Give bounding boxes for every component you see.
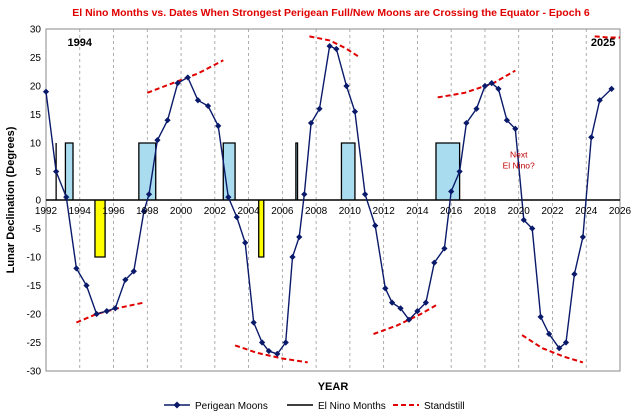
- perigean-point: [414, 308, 421, 315]
- perigean-point: [388, 299, 396, 306]
- perigean-point: [274, 350, 281, 358]
- perigean-point: [140, 208, 148, 215]
- elnino-block-outline: [94, 200, 106, 258]
- elnino-block-fill: [341, 143, 355, 200]
- x-tick-label: 2004: [237, 206, 260, 217]
- x-tick-label: 2020: [508, 206, 531, 217]
- x-tick-label: 2018: [474, 206, 497, 217]
- legend-label-perigean: Perigean Moons: [195, 401, 268, 412]
- y-tick-label: -15: [27, 281, 42, 292]
- perigean-series: [42, 42, 615, 358]
- y-tick-label: -25: [27, 338, 42, 349]
- note-annotation: El Nino?: [503, 161, 535, 171]
- perigean-point: [422, 299, 429, 306]
- legend-marker-perigean: [173, 401, 181, 409]
- legend-item-standstill: Standstill: [393, 401, 465, 412]
- perigean-line: [45, 45, 613, 355]
- legend-item-elnino: El Nino Months: [287, 401, 386, 412]
- x-tick-label: 2010: [339, 206, 362, 217]
- perigean-point: [53, 168, 60, 175]
- x-tick-labels: 1992 1994 1996 1998 2000 2002 2004 2006 2008 2010…: [35, 206, 632, 217]
- standstill-segment: [594, 35, 620, 39]
- elnino-block-outline: [64, 142, 74, 200]
- x-tick-label: 1996: [102, 206, 125, 217]
- perigean-point: [397, 305, 404, 312]
- elnino-block-outline: [295, 142, 299, 200]
- y-tick-label: -5: [32, 224, 41, 235]
- perigean-point: [225, 194, 232, 201]
- y-axis-title: Lunar Declination (Degrees): [5, 126, 17, 273]
- perigean-point: [265, 347, 272, 355]
- perigean-point: [63, 194, 70, 201]
- y-tick-label: -20: [27, 310, 42, 321]
- standstill-segment: [437, 69, 516, 99]
- perigean-point: [382, 285, 389, 292]
- perigean-point: [145, 191, 153, 198]
- y-tick-label: 20: [30, 82, 42, 93]
- perigean-point: [164, 117, 171, 124]
- perigean-point: [184, 74, 191, 81]
- x-tick-label: 2006: [271, 206, 294, 217]
- x-tick-label: 1994: [69, 206, 92, 217]
- x-tick-label: 1998: [136, 206, 159, 217]
- y-tick-label: -10: [27, 253, 42, 264]
- y-tick-label: 25: [30, 53, 42, 64]
- elnino-block-fill: [435, 143, 460, 200]
- perigean-point: [204, 102, 212, 110]
- y-tick-label: -30: [27, 367, 42, 378]
- elnino-series: [55, 142, 461, 258]
- perigean-point: [431, 259, 438, 266]
- elnino-block-outline: [138, 142, 157, 200]
- standstill-segment: [309, 35, 361, 59]
- x-axis-title: YEAR: [318, 381, 349, 393]
- elnino-block-fill: [223, 143, 236, 200]
- perigean-point: [282, 339, 289, 346]
- x-tick-label: 2014: [406, 206, 429, 217]
- y-tick-label: 5: [35, 167, 41, 178]
- chart-title: El Nino Months vs. Dates When Strongest …: [72, 7, 590, 19]
- legend-label-standstill: Standstill: [424, 401, 465, 412]
- standstill-segment: [373, 303, 439, 335]
- perigean-point: [258, 339, 266, 346]
- year-annotation: 2025: [591, 37, 615, 49]
- y-tick-label: 30: [30, 25, 42, 36]
- standstill-segment: [234, 344, 308, 364]
- legend: Perigean Moons El Nino Months Standstill: [164, 401, 465, 412]
- y-tick-label: 10: [30, 139, 42, 150]
- perigean-point: [154, 137, 161, 144]
- x-tick-label: 1992: [35, 206, 58, 217]
- perigean-point: [42, 88, 50, 95]
- x-tick-label: 2000: [170, 206, 193, 217]
- perigean-point: [242, 239, 249, 246]
- y-tick-label: 15: [30, 110, 42, 121]
- elnino-block-fill: [65, 143, 74, 200]
- year-annotation: 1994: [68, 37, 93, 49]
- legend-label-elnino: El Nino Months: [318, 401, 386, 412]
- elnino-block-fill: [94, 200, 106, 257]
- x-tick-label: 2024: [575, 206, 598, 217]
- y-tick-label: 0: [35, 196, 41, 207]
- annotations: 1994 2025 Next El Nino?: [68, 37, 616, 171]
- perigean-point: [596, 97, 603, 104]
- legend-item-perigean: Perigean Moons: [164, 401, 268, 412]
- perigean-point: [194, 97, 202, 104]
- y-tick-labels: -30 -25 -20 -15 -10 -5 0 5 10 15 20 25 30: [27, 25, 42, 378]
- perigean-point: [405, 316, 413, 323]
- standstill-segment: [521, 334, 584, 364]
- x-tick-label: 2026: [609, 206, 632, 217]
- elnino-block-outline: [222, 142, 236, 200]
- x-tick-label: 2016: [440, 206, 463, 217]
- x-tick-label: 2022: [541, 206, 564, 217]
- elnino-block-outline: [258, 200, 265, 258]
- x-tick-label: 2002: [204, 206, 227, 217]
- elnino-block-fill: [258, 200, 264, 257]
- note-annotation: Next: [510, 149, 528, 159]
- elnino-block-fill: [295, 143, 298, 200]
- elnino-block-outline: [340, 142, 356, 200]
- elnino-block-fill: [138, 143, 156, 200]
- x-tick-label: 2012: [373, 206, 396, 217]
- x-tick-label: 2008: [305, 206, 328, 217]
